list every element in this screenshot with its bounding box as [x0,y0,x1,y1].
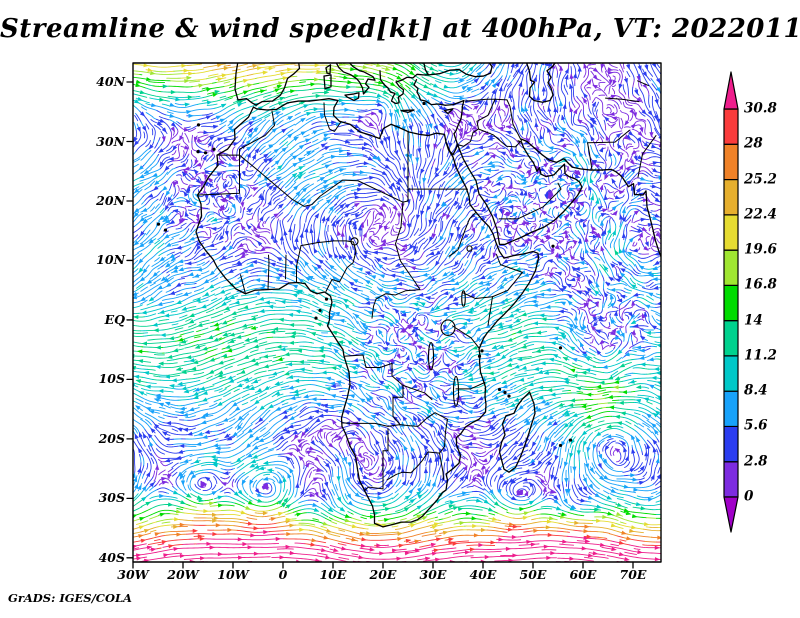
lat-tick-label: 40N [96,73,125,89]
colorbar-tick-label: 0 [744,488,754,505]
colorbar-tick-label: 25.2 [744,170,777,187]
lon-tick-label: 10E [319,567,347,582]
lat-tick-label: EQ [104,311,125,327]
lon-tick-label: 0 [278,567,288,582]
colorbar-tick-label: 28 [744,135,763,152]
lon-tick-label: 40E [469,567,497,582]
attribution: GrADS: IGES/COLA [8,591,132,605]
colorbar-tick-label: 19.6 [744,241,777,258]
colorbar-tick-label: 8.4 [744,382,768,399]
lat-tick-label: 20N [96,192,125,208]
lat-tick-label: 30N [96,133,125,149]
colorbar-tick-label: 5.6 [744,417,768,434]
lon-tick-label: 20W [167,567,199,582]
lat-tick-label: 10S [98,371,125,387]
lat-tick-label: 20S [98,430,125,446]
lat-tick-label: 10N [96,252,125,268]
lon-tick-label: 50E [519,567,547,582]
lat-tick-label: 30S [98,490,125,506]
colorbar-tick-label: 22.4 [744,206,777,223]
lat-tick-label: 40S [98,549,125,565]
figure-title: Streamline & wind speed[kt] at 400hPa, V… [0,14,800,44]
lon-tick-label: 60E [569,567,597,582]
lon-tick-label: 20E [369,567,397,582]
colorbar-tick-label: 2.8 [744,452,768,469]
lon-tick-label: 30E [419,567,447,582]
colorbar-tick-label: 11.2 [744,347,777,364]
colorbar-tick-label: 14 [744,311,763,328]
colorbar-tick-label: 16.8 [744,276,777,293]
lon-tick-label: 30W [117,567,149,582]
lon-tick-label: 70E [619,567,647,582]
lon-tick-label: 10W [217,567,249,582]
colorbar-tick-label: 30.8 [744,100,777,117]
